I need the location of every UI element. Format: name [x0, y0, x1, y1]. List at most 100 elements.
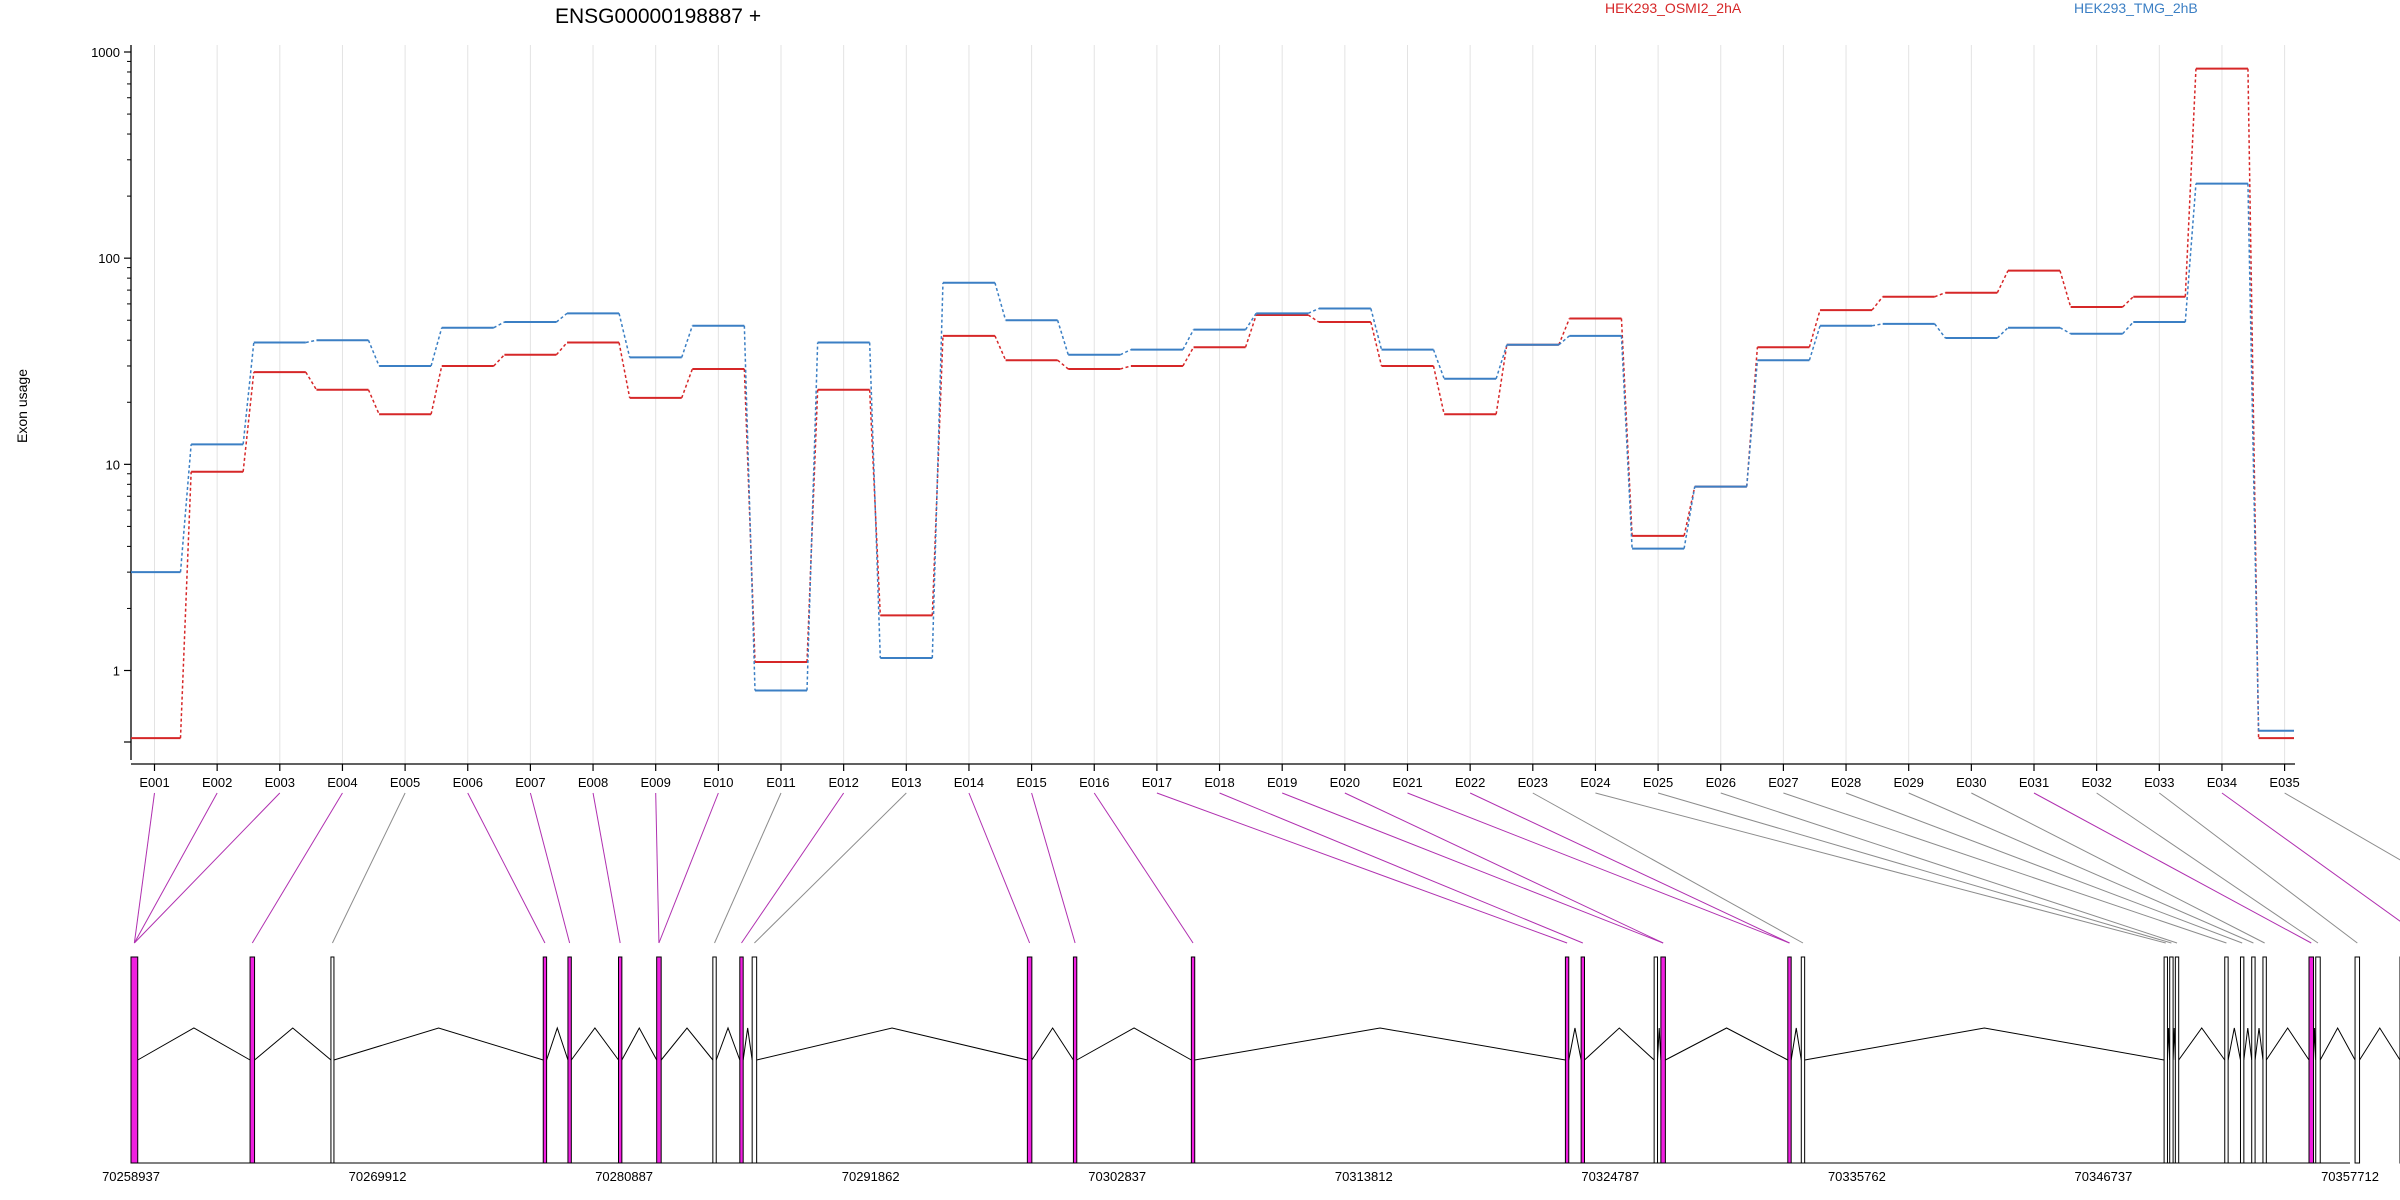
exon-connector-line — [1657, 792, 2172, 944]
series-connector — [305, 371, 318, 391]
intron-line — [1031, 1027, 1074, 1061]
series-2 — [131, 182, 2294, 732]
series-connector — [1370, 321, 1383, 367]
exon-connector-line — [467, 792, 546, 944]
exon-connector-line — [251, 792, 343, 944]
genomic-coordinate-axis: 70258937 70269912 70280887 70291862 70302837… — [102, 1162, 2379, 1184]
exon-connector-line — [1156, 792, 1568, 944]
gene-exon — [656, 956, 662, 1164]
series-connector — [994, 335, 1007, 361]
exon-connector-line — [1971, 792, 2265, 944]
gene-exon — [1026, 956, 1033, 1164]
intron-line — [2227, 1027, 2241, 1061]
gene-exon — [751, 956, 758, 1164]
exon-connector-line — [1783, 792, 2227, 944]
intron-line — [2254, 1027, 2264, 1061]
intron-line — [2178, 1027, 2226, 1061]
gene-exon — [1800, 956, 1806, 1164]
x-tick-label: E018 — [1204, 775, 1234, 790]
exon-connector-line — [1469, 792, 1790, 944]
gene-exon — [130, 956, 139, 1164]
series-connector — [1558, 318, 1571, 346]
intron-line — [333, 1027, 544, 1061]
x-tick-label: E012 — [828, 775, 858, 790]
gene-exon — [2169, 956, 2174, 1164]
series-connector — [1746, 360, 1759, 487]
exon-connector-line — [331, 792, 406, 944]
intron-line — [1568, 1027, 1582, 1061]
gene-exon — [1580, 956, 1585, 1164]
series-connector — [1620, 335, 1633, 549]
exon-connector-line — [1219, 792, 1584, 944]
series-connector — [1683, 486, 1696, 549]
exon-connector-line — [655, 792, 660, 944]
series-connector — [1871, 323, 1883, 327]
genomic-coordinate-label: 70313812 — [1335, 1169, 1393, 1184]
series-connector — [1432, 365, 1445, 415]
series-connector — [493, 354, 505, 367]
series-connector — [242, 372, 255, 472]
gene-exon — [2315, 956, 2321, 1164]
y-tick-label: 10 — [106, 457, 120, 472]
series-connector — [1244, 312, 1257, 331]
exon-connector-line — [1407, 792, 1790, 944]
intron-line — [2243, 1027, 2253, 1061]
exon-connector-line — [1282, 792, 1664, 944]
x-tick-label: E001 — [139, 775, 169, 790]
series-connector — [1370, 308, 1383, 350]
series-connector — [1683, 486, 1696, 536]
gene-exon — [2354, 956, 2361, 1164]
exon-connector-line — [2284, 792, 2400, 861]
y-axis-ticks: 1 10 100 1000 — [91, 45, 131, 743]
exon-connector-line — [1720, 792, 2178, 944]
series-connector — [2184, 183, 2197, 323]
series-connector — [555, 341, 568, 356]
gene-exon — [330, 956, 335, 1164]
x-tick-label: E007 — [515, 775, 545, 790]
exon-connector-lines — [133, 792, 2400, 944]
exon-connector-line — [1344, 792, 1664, 944]
gene-exon — [2239, 956, 2245, 1164]
x-tick-label: E004 — [327, 775, 357, 790]
series-connector — [1996, 270, 2009, 294]
genomic-coordinate-label: 70269912 — [349, 1169, 407, 1184]
series-1 — [131, 67, 2294, 740]
x-tick-label: E024 — [1580, 775, 1610, 790]
x-tick-label: E019 — [1267, 775, 1297, 790]
x-tick-label: E034 — [2207, 775, 2237, 790]
exon-connector-line — [754, 792, 907, 944]
gene-exon — [2262, 956, 2267, 1164]
series-connector — [1808, 325, 1821, 361]
exon-connector-line — [2158, 792, 2358, 944]
genomic-coordinate-label: 70357712 — [2321, 1169, 2379, 1184]
exon-connector-line — [134, 792, 281, 944]
x-tick-label: E002 — [202, 775, 232, 790]
gene-exon — [567, 956, 572, 1164]
x-tick-label: E021 — [1392, 775, 1422, 790]
series-connector — [179, 471, 192, 739]
x-tick-label: E029 — [1894, 775, 1924, 790]
gene-exon — [2163, 956, 2168, 1164]
series-connector — [618, 313, 631, 358]
gene-exon — [712, 956, 717, 1164]
intron-line — [1804, 1027, 2165, 1061]
x-tick-label: E006 — [453, 775, 483, 790]
series-connector — [1934, 323, 1946, 339]
intron-line — [1584, 1027, 1655, 1061]
exon-connector-line — [1031, 792, 1076, 944]
exon-connector-line — [2096, 792, 2319, 944]
gene-exon — [1072, 956, 1078, 1164]
series-connector — [305, 339, 317, 344]
series-lines — [131, 67, 2294, 740]
gene-exon — [1787, 956, 1792, 1164]
series-connector — [1182, 329, 1195, 350]
x-tick-label: E027 — [1768, 775, 1798, 790]
intron-line — [1194, 1027, 1566, 1061]
series-connector — [242, 342, 255, 445]
series-connector — [493, 321, 505, 329]
exon-connector-line — [2033, 792, 2312, 944]
x-tick-label: E010 — [703, 775, 733, 790]
series-connector — [1182, 346, 1195, 367]
series-connector — [1495, 344, 1508, 415]
